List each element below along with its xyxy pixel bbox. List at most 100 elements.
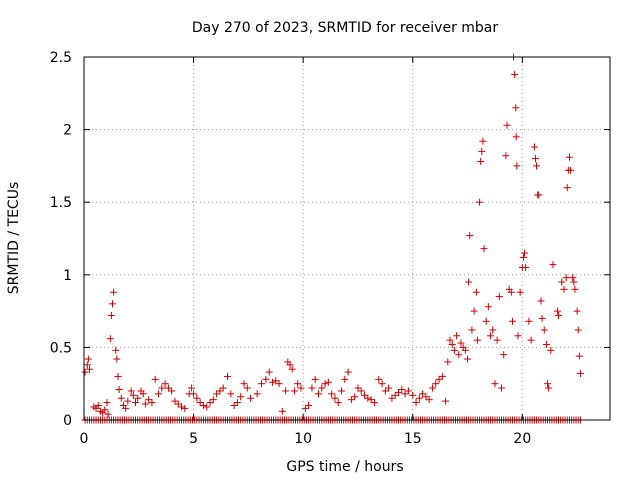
data-point xyxy=(385,384,393,392)
data-point xyxy=(415,394,423,402)
data-point xyxy=(233,399,241,407)
data-point xyxy=(199,401,207,409)
data-point xyxy=(398,386,406,394)
data-point xyxy=(81,368,89,376)
data-point xyxy=(544,380,552,388)
tick-labels-layer: 0 5 10 15 20 0 0.5 1 1.5 2 2.5 xyxy=(50,50,532,447)
data-point xyxy=(531,155,539,163)
data-point xyxy=(575,352,583,360)
data-point xyxy=(444,358,452,366)
data-point xyxy=(412,399,420,407)
data-point xyxy=(479,137,487,145)
data-point xyxy=(110,288,118,296)
data-point xyxy=(258,380,266,388)
data-point xyxy=(344,368,352,376)
data-point xyxy=(275,380,283,388)
data-point xyxy=(161,380,169,388)
data-point xyxy=(455,351,463,359)
data-point xyxy=(533,162,541,170)
data-point xyxy=(375,375,383,383)
data-point xyxy=(308,384,316,392)
data-point xyxy=(114,372,122,380)
axes-layer xyxy=(83,56,611,421)
data-point xyxy=(516,288,524,296)
data-point xyxy=(512,133,520,141)
data-point xyxy=(513,162,521,170)
data-point xyxy=(357,387,365,395)
data-point xyxy=(409,391,417,399)
data-point xyxy=(495,293,503,301)
data-point xyxy=(484,303,492,311)
data-point xyxy=(558,278,566,286)
data-point xyxy=(190,390,198,398)
data-point xyxy=(164,384,172,392)
data-point xyxy=(419,390,427,398)
data-point xyxy=(378,380,386,388)
data-point xyxy=(476,198,484,206)
data-point xyxy=(498,384,506,392)
data-point xyxy=(328,390,336,398)
data-point xyxy=(206,399,214,407)
data-point xyxy=(576,370,584,378)
data-point xyxy=(565,153,573,161)
data-point xyxy=(395,388,403,396)
data-point xyxy=(301,404,309,412)
data-point xyxy=(203,403,211,411)
chart-title: Day 270 of 2023, SRMTID for receiver mba… xyxy=(192,20,499,36)
y-tick-label: 2.5 xyxy=(50,50,72,66)
data-point xyxy=(522,264,530,272)
data-point xyxy=(540,326,548,334)
x-tick-label: 10 xyxy=(294,431,312,447)
data-point xyxy=(381,387,389,395)
data-point xyxy=(487,332,495,340)
data-point xyxy=(216,387,224,395)
data-point xyxy=(318,384,326,392)
data-point xyxy=(569,274,577,282)
data-point xyxy=(83,361,91,369)
data-point xyxy=(361,391,369,399)
data-point xyxy=(465,278,473,286)
data-point xyxy=(288,365,296,373)
grid-layer xyxy=(84,57,610,420)
data-point xyxy=(334,399,342,407)
data-point xyxy=(457,339,465,347)
data-point xyxy=(181,404,189,412)
data-point xyxy=(148,399,156,407)
data-point xyxy=(553,307,561,315)
data-point xyxy=(571,285,579,293)
data-point xyxy=(240,380,248,388)
data-point xyxy=(272,377,280,385)
data-point xyxy=(446,336,454,344)
data-point xyxy=(278,407,286,415)
data-point xyxy=(547,346,555,354)
data-point xyxy=(227,390,235,398)
data-point xyxy=(428,384,436,392)
data-point xyxy=(132,399,140,407)
data-point xyxy=(491,380,499,388)
data-point xyxy=(139,390,147,398)
data-point xyxy=(315,390,323,398)
data-point xyxy=(478,147,486,155)
data-point xyxy=(573,307,581,315)
data-point xyxy=(243,384,251,392)
x-tick-label: 20 xyxy=(513,431,531,447)
data-point xyxy=(85,365,93,373)
data-point xyxy=(570,278,578,286)
data-point xyxy=(129,391,137,399)
data-point xyxy=(450,346,458,354)
data-point xyxy=(562,274,570,282)
data-point xyxy=(512,104,520,112)
data-point xyxy=(341,375,349,383)
data-point xyxy=(482,317,490,325)
data-point xyxy=(448,340,456,348)
data-point xyxy=(432,380,440,388)
data-point xyxy=(554,311,562,319)
data-point xyxy=(542,340,550,348)
data-point xyxy=(493,336,501,344)
x-tick-label: 15 xyxy=(404,431,422,447)
data-point xyxy=(461,346,469,354)
data-point xyxy=(193,394,201,402)
data-point xyxy=(535,191,543,199)
